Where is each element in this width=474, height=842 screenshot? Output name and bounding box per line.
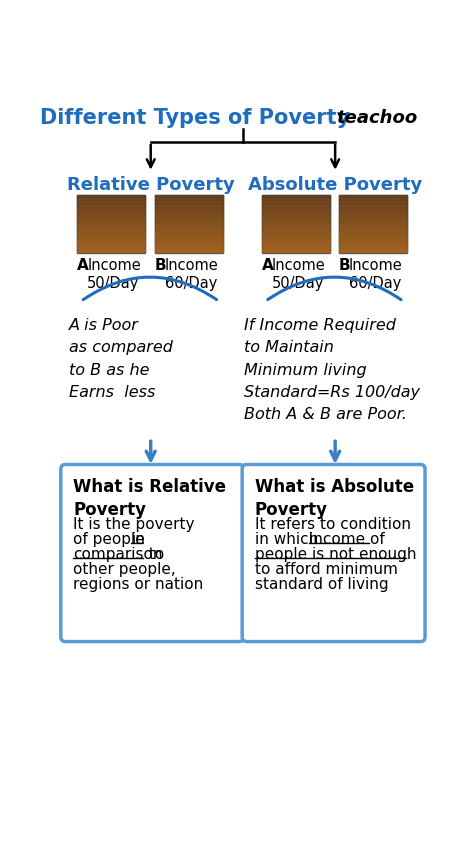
Text: Income
60/Day: Income 60/Day xyxy=(164,258,219,290)
Text: What is Relative
Poverty: What is Relative Poverty xyxy=(73,478,226,519)
Text: Income
60/Day: Income 60/Day xyxy=(349,258,403,290)
Text: Relative Poverty: Relative Poverty xyxy=(67,177,235,195)
Text: income of: income of xyxy=(309,532,384,546)
FancyBboxPatch shape xyxy=(339,195,407,253)
Text: B: B xyxy=(339,258,351,273)
Text: in: in xyxy=(131,532,145,546)
Text: A is Poor
as compared
to B as he
Earns  less: A is Poor as compared to B as he Earns l… xyxy=(69,318,173,400)
Text: to: to xyxy=(145,546,165,562)
Text: comparison: comparison xyxy=(73,546,163,562)
Text: What is Absolute
Poverty: What is Absolute Poverty xyxy=(255,478,414,519)
Text: to afford minimum: to afford minimum xyxy=(255,562,397,577)
Text: teachoo: teachoo xyxy=(337,109,418,127)
FancyBboxPatch shape xyxy=(77,195,145,253)
Text: It is the poverty: It is the poverty xyxy=(73,517,195,532)
Text: people is not enough: people is not enough xyxy=(255,546,416,562)
Text: in which: in which xyxy=(255,532,323,546)
Text: Income
50/Day: Income 50/Day xyxy=(272,258,325,290)
FancyBboxPatch shape xyxy=(242,465,425,642)
Text: standard of living: standard of living xyxy=(255,577,388,592)
Text: If Income Required
to Maintain
Minimum living
Standard=Rs 100/day
Both A & B are: If Income Required to Maintain Minimum l… xyxy=(244,318,419,422)
Text: Absolute Poverty: Absolute Poverty xyxy=(248,177,422,195)
Text: B: B xyxy=(155,258,166,273)
Text: Different Types of Poverty: Different Types of Poverty xyxy=(40,108,350,128)
Text: A: A xyxy=(77,258,89,273)
Text: of people: of people xyxy=(73,532,150,546)
Text: regions or nation: regions or nation xyxy=(73,577,203,592)
FancyBboxPatch shape xyxy=(155,195,223,253)
Text: It refers to condition: It refers to condition xyxy=(255,517,410,532)
FancyBboxPatch shape xyxy=(61,465,244,642)
Text: Income
50/Day: Income 50/Day xyxy=(87,258,141,290)
Text: A: A xyxy=(262,258,273,273)
Text: other people,: other people, xyxy=(73,562,176,577)
FancyBboxPatch shape xyxy=(262,195,330,253)
